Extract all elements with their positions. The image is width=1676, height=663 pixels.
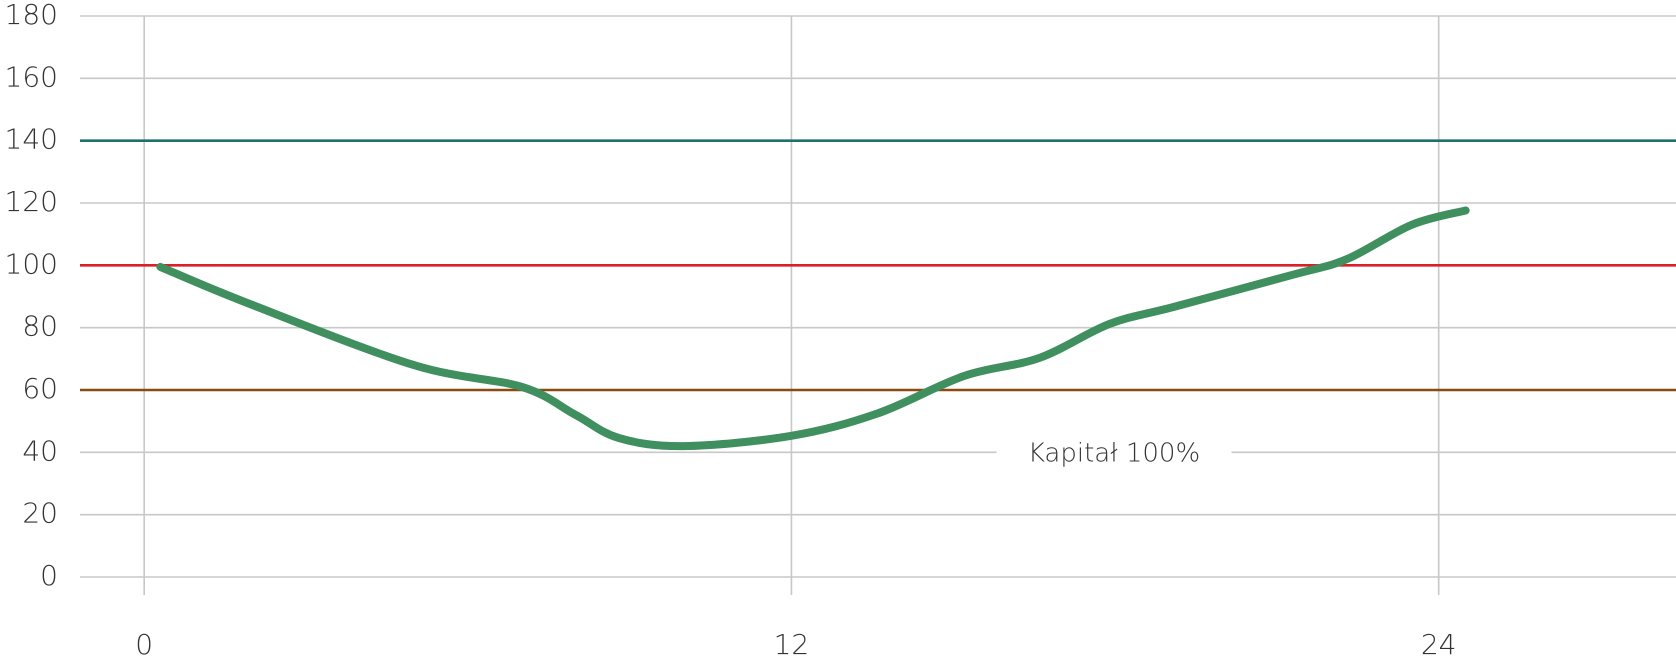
y-tick-label: 80 [22, 310, 58, 343]
y-tick-label: 140 [5, 123, 58, 156]
y-tick-label: 160 [5, 60, 58, 93]
x-tick-label: 24 [1421, 628, 1457, 659]
y-tick-label: 0 [40, 559, 58, 592]
y-tick-label: 120 [5, 185, 58, 218]
annotation: Kapitał 100% [1028, 439, 1200, 469]
y-tick-label: 100 [5, 247, 58, 280]
y-tick-label: 60 [22, 372, 58, 405]
annotation-background [996, 434, 1232, 474]
y-tick-label: 20 [22, 497, 58, 530]
x-tick-label: 0 [135, 628, 153, 659]
x-tick-label: 12 [774, 628, 810, 659]
y-tick-label: 40 [22, 434, 58, 467]
line-series [156, 206, 1470, 451]
y-tick-label: 180 [5, 0, 58, 31]
